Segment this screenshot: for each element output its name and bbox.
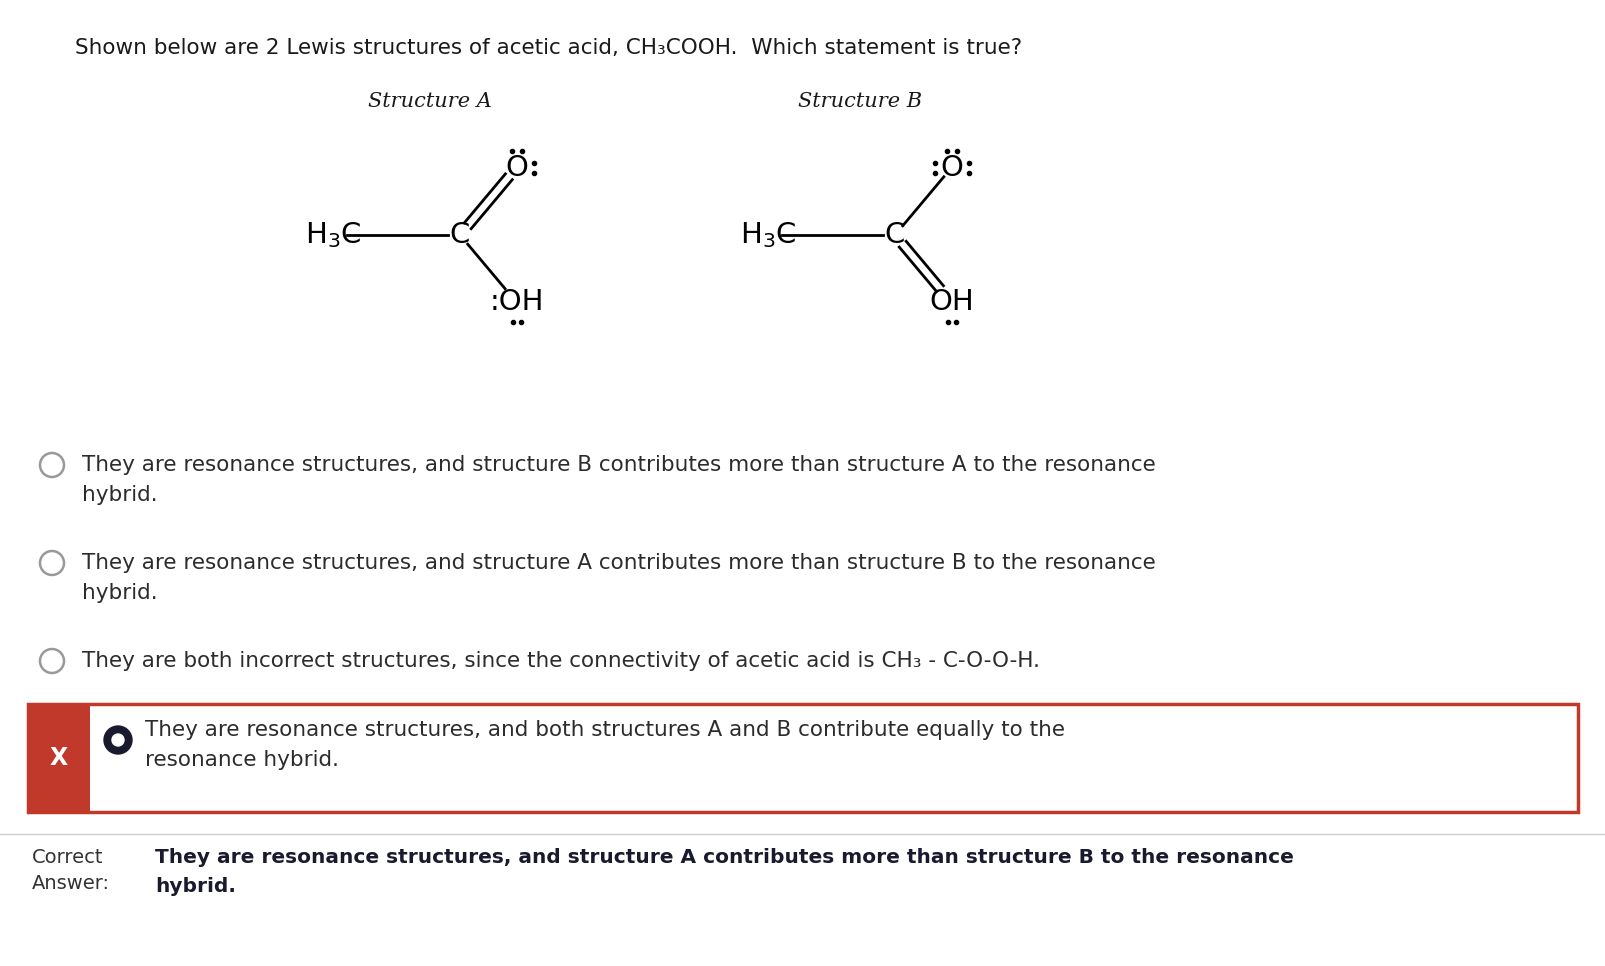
Text: Correct: Correct (32, 848, 103, 867)
Text: X: X (50, 746, 67, 770)
Text: O: O (939, 154, 963, 182)
Text: H$_3$C: H$_3$C (740, 220, 796, 250)
Text: C: C (449, 221, 470, 249)
Text: They are resonance structures, and structure A contributes more than structure B: They are resonance structures, and struc… (156, 848, 1294, 896)
Text: Structure B: Structure B (798, 92, 921, 111)
FancyBboxPatch shape (27, 704, 90, 812)
Text: They are resonance structures, and both structures A and B contribute equally to: They are resonance structures, and both … (144, 720, 1064, 770)
Circle shape (112, 734, 124, 746)
Circle shape (104, 726, 132, 754)
Text: They are resonance structures, and structure B contributes more than structure A: They are resonance structures, and struc… (82, 455, 1156, 504)
Text: H$_3$C: H$_3$C (305, 220, 361, 250)
Text: Structure A: Structure A (368, 92, 491, 111)
Text: Shown below are 2 Lewis structures of acetic acid, CH₃COOH.  Which statement is : Shown below are 2 Lewis structures of ac… (75, 38, 1021, 58)
Text: OH: OH (929, 289, 973, 317)
Text: C: C (884, 221, 905, 249)
FancyBboxPatch shape (27, 704, 1578, 812)
Text: Answer:: Answer: (32, 874, 109, 893)
Text: They are both incorrect structures, since the connectivity of acetic acid is CH₃: They are both incorrect structures, sinc… (82, 651, 1040, 671)
Text: :OH: :OH (490, 289, 544, 317)
Text: O: O (506, 154, 528, 182)
Text: They are resonance structures, and structure A contributes more than structure B: They are resonance structures, and struc… (82, 553, 1156, 603)
